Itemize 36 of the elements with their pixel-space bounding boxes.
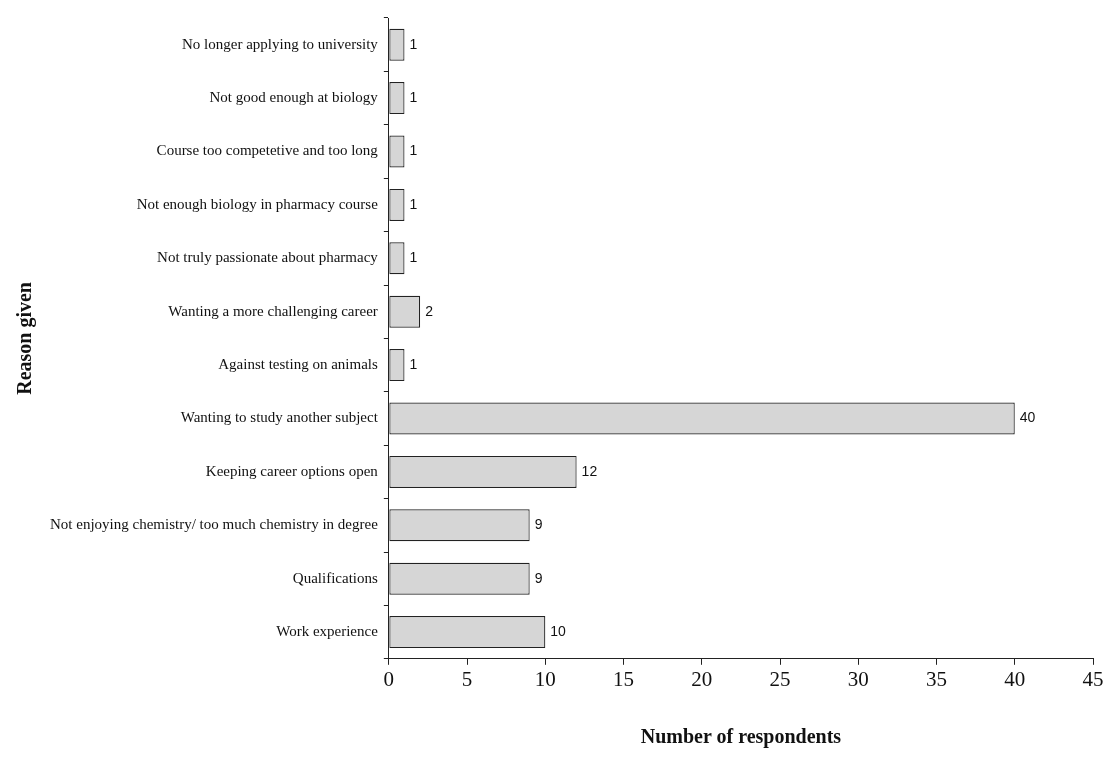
x-axis-title: Number of respondents	[640, 725, 842, 749]
x-tick-label: 0	[383, 666, 395, 691]
y-tick-label: Wanting a more challenging career	[168, 302, 378, 319]
y-tick-label: Against testing on animals	[218, 356, 378, 373]
data-label: 9	[534, 569, 543, 586]
data-label: 9	[534, 516, 543, 533]
y-tick-label: Wanting to study another subject	[180, 409, 379, 426]
x-tick-label: 10	[534, 666, 556, 691]
x-tick-label: 45	[1082, 666, 1104, 691]
y-tick-label: Not enough biology in pharmacy course	[136, 195, 379, 212]
x-tick-label: 30	[847, 666, 869, 691]
data-label: 1	[409, 142, 418, 159]
y-tick-label: Keeping career options open	[205, 462, 379, 479]
x-tick-label: 35	[926, 666, 948, 691]
y-tick-label: No longer applying to university	[182, 35, 379, 52]
data-label: 1	[409, 88, 418, 105]
data-label: 1	[409, 355, 418, 372]
y-tick-label: Work experience	[276, 623, 379, 640]
data-label: 10	[550, 622, 567, 639]
y-tick-label: Qualifications	[292, 569, 378, 586]
y-tick-label: Not enjoying chemistry/ too much chemistry in degree	[50, 516, 379, 533]
x-tick-label: 40	[1004, 666, 1026, 691]
data-label: 40	[1019, 409, 1036, 426]
data-label: 12	[581, 462, 598, 479]
data-label: 1	[409, 195, 418, 212]
x-tick-label: 15	[613, 666, 635, 691]
x-tick-label: 20	[691, 666, 713, 691]
data-label: 1	[409, 249, 418, 266]
y-tick-label: Not truly passionate about pharmacy	[157, 249, 379, 266]
y-tick-label: Not good enough at biology	[209, 89, 379, 106]
y-axis-title: Reason given	[13, 282, 37, 395]
y-tick-label: Course too competetive and too long	[156, 142, 379, 159]
data-label: 2	[425, 302, 434, 319]
x-tick-label: 5	[461, 666, 473, 691]
x-tick-label: 25	[769, 666, 791, 691]
data-label: 1	[409, 35, 418, 52]
